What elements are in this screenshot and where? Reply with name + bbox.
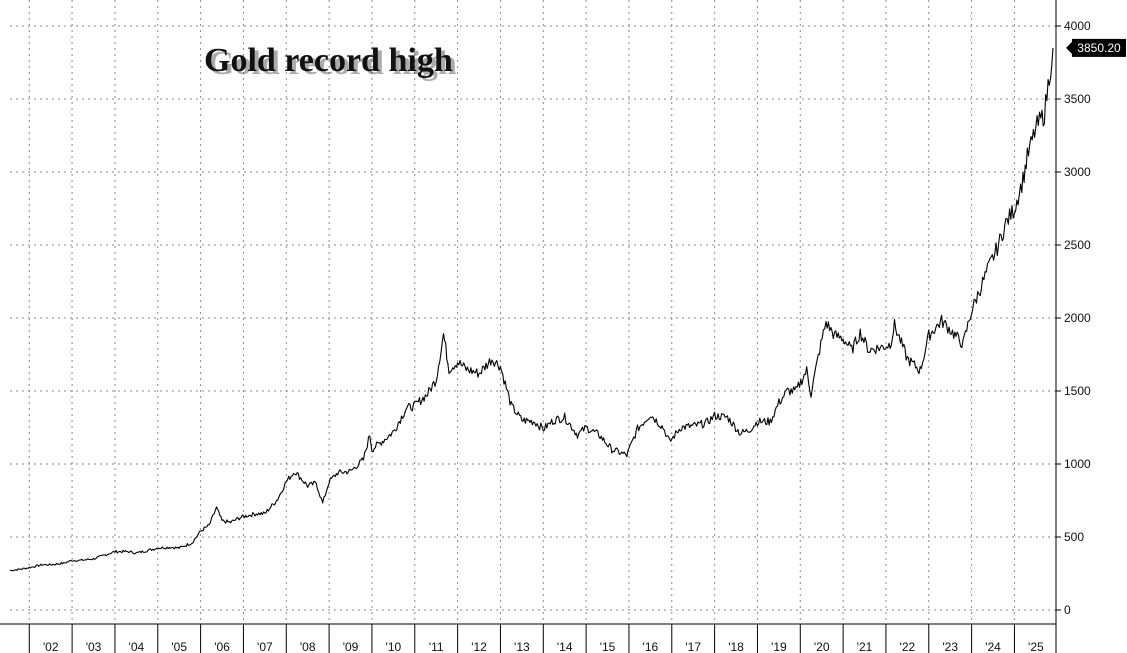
- y-tick-label: 1000: [1064, 457, 1091, 471]
- chart-title: Gold record high Gold record high: [204, 42, 457, 82]
- last-value-label: 3850.20: [1066, 38, 1126, 57]
- x-tick-label: '12: [471, 640, 487, 653]
- axes: 0 500 1000 1500 2000 2500 3000 3500 4000 '02 '03 '0…: [0, 0, 1091, 653]
- series-layer: [9, 47, 1054, 572]
- x-tick-label: '10: [386, 640, 402, 653]
- x-tick-label: '05: [171, 640, 187, 653]
- x-tick-label: '21: [857, 640, 873, 653]
- chart-title-shadow: Gold record high: [208, 45, 457, 82]
- x-tick-label: '23: [942, 640, 958, 653]
- x-tick-label: '24: [985, 640, 1001, 653]
- x-tick-label: '20: [814, 640, 830, 653]
- last-value-text: 3850.20: [1077, 41, 1121, 55]
- grid: [10, 0, 1056, 624]
- x-tick-label: '04: [129, 640, 145, 653]
- x-tick-label: '06: [214, 640, 230, 653]
- x-tick-label: '17: [685, 640, 701, 653]
- x-tick-label: '09: [343, 640, 359, 653]
- last-value-pointer: [1066, 41, 1072, 54]
- x-tick-label: '18: [728, 640, 744, 653]
- x-tick-label: '15: [600, 640, 616, 653]
- y-tick-label: 1500: [1064, 384, 1091, 398]
- x-tick-label: '16: [643, 640, 659, 653]
- y-tick-label: 500: [1064, 530, 1084, 544]
- x-tick-label: '22: [900, 640, 916, 653]
- y-tick-label: 2000: [1064, 311, 1091, 325]
- x-tick-label: '19: [771, 640, 787, 653]
- last-value-badge: [1072, 38, 1126, 57]
- x-tick-label: '03: [86, 640, 102, 653]
- gold-price-line: [9, 47, 1054, 572]
- x-tick-label: '08: [300, 640, 316, 653]
- y-tick-label: 2500: [1064, 238, 1091, 252]
- x-tick-label: '02: [43, 640, 59, 653]
- y-tick-label: 3500: [1064, 92, 1091, 106]
- y-tick-label: 3000: [1064, 165, 1091, 179]
- y-tick-label: 4000: [1064, 19, 1091, 33]
- x-tick-label: '07: [257, 640, 273, 653]
- x-tick-label: '13: [514, 640, 530, 653]
- x-tick-label: '14: [557, 640, 573, 653]
- chart-title-text: Gold record high: [204, 42, 453, 79]
- y-tick-label: 0: [1064, 603, 1071, 617]
- x-tick-label: '11: [429, 640, 444, 653]
- x-tick-label: '25: [1028, 640, 1044, 653]
